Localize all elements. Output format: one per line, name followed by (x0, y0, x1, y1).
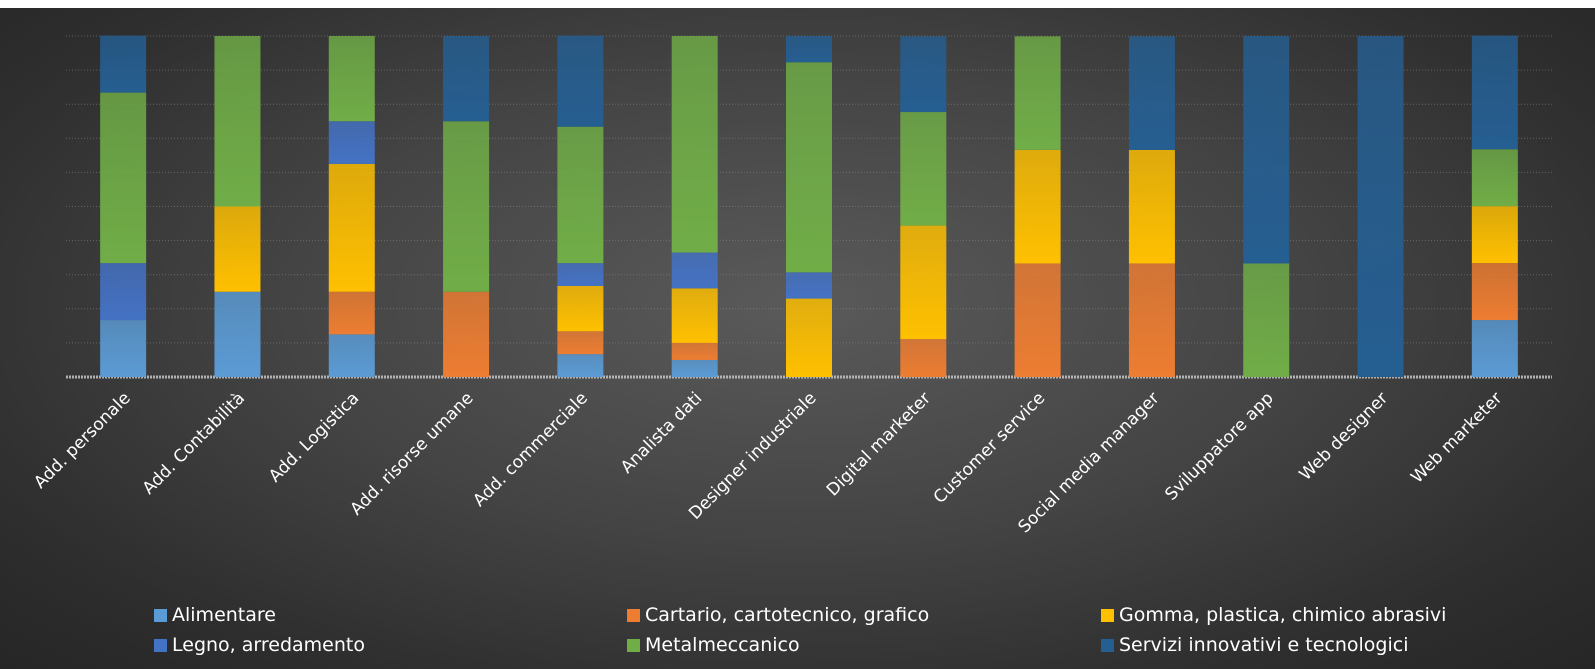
stacked-bar-chart: Add. personale Add. Contabilità Add. Logis… (30, 35, 1552, 537)
bar-segment (328, 291, 375, 335)
bar-segment (1471, 149, 1518, 207)
category-label: Web marketer (1407, 388, 1506, 487)
bar-segment (443, 36, 490, 122)
bar-segment (900, 225, 947, 340)
bar-segment (671, 359, 718, 377)
bar-segment (1471, 263, 1518, 321)
bar-segment (443, 291, 490, 377)
bar-segment (900, 36, 947, 113)
category-label: Customer service (930, 388, 1049, 507)
bar-segment (671, 288, 718, 343)
bar-segment (1243, 263, 1290, 377)
category-label: Add. commerciale (469, 388, 592, 511)
bar-segment (100, 35, 147, 93)
bar-segment (557, 285, 604, 332)
bar-segment (786, 272, 832, 299)
bar-segment (557, 35, 604, 127)
bar-segment (900, 112, 947, 226)
category-label: Digital marketer (823, 388, 935, 500)
bar-segment (1357, 36, 1404, 377)
bar-segment (786, 62, 832, 273)
bar-segment (328, 334, 375, 377)
bar-segment (786, 36, 832, 63)
bar-segment (671, 342, 718, 360)
bar-segment (1014, 149, 1061, 264)
category-label: Analista dati (617, 388, 706, 477)
bar-segment (1471, 35, 1518, 150)
bar-segment (1014, 263, 1061, 377)
bar-segment (900, 339, 947, 377)
bar-segment (1471, 320, 1518, 377)
bar-segment (557, 354, 604, 377)
category-label: Add. Contabilità (139, 388, 249, 498)
bar-segment (557, 126, 604, 264)
bar-segment (1471, 206, 1518, 264)
bar-segment (1014, 36, 1061, 150)
bar-segment (100, 320, 147, 377)
bar-segment (557, 331, 604, 355)
bar-segment (786, 298, 832, 377)
bar-segment (557, 263, 604, 286)
bar-segment (443, 121, 490, 292)
category-label: Add. personale (30, 388, 134, 492)
bar-segment (214, 36, 261, 207)
category-label: Add. Logistica (265, 388, 363, 486)
bar-segment (100, 263, 147, 321)
bar-segment (1128, 149, 1175, 264)
bar-segment (328, 36, 375, 122)
bar-segment (1128, 36, 1175, 150)
bar-segment (214, 206, 261, 292)
bar-segment (1128, 263, 1175, 377)
category-label: Sviluppatore app (1161, 388, 1277, 504)
category-label: Add. risorse umane (347, 388, 478, 519)
bar-segment (214, 291, 261, 377)
bar-segment (328, 163, 375, 292)
bar-segment (100, 92, 147, 264)
bar-segment (1243, 36, 1290, 264)
chart-background: Add. personale Add. Contabilità Add. Logis… (0, 8, 1595, 669)
category-label: Designer industriale (685, 388, 820, 523)
category-label: Web designer (1296, 388, 1392, 484)
bar-segment (328, 121, 375, 164)
bar-segment (671, 252, 718, 289)
bar-segment (671, 36, 718, 253)
